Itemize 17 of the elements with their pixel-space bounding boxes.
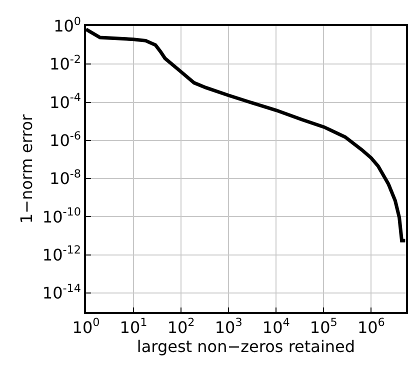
y-tick-label: 10$^{-14}$: [42, 282, 82, 303]
y-tick-label: 10$^{-10}$: [42, 206, 82, 226]
x-tick-label: 10$^{1}$: [120, 316, 148, 337]
x-tick-label: 10$^{6}$: [357, 316, 385, 337]
x-tick-label: 10$^{2}$: [167, 316, 195, 337]
x-tick-label: 10$^{4}$: [262, 316, 290, 337]
y-tick-label: 10$^{-4}$: [50, 91, 82, 112]
y-tick-label: 10$^{-12}$: [42, 244, 82, 264]
x-tick-label: 10$^{0}$: [72, 316, 100, 337]
y-tick-label: 10$^{-6}$: [50, 129, 82, 150]
y-tick-label: 10$^{-8}$: [50, 167, 82, 188]
y-axis-title: 1−norm error: [16, 114, 36, 224]
x-tick-label: 10$^{5}$: [310, 316, 338, 337]
y-tick-label: 10$^{0}$: [54, 14, 82, 36]
y-tick-label: 10$^{-2}$: [50, 53, 82, 74]
x-axis-title: largest non−zeros retained: [136, 336, 356, 356]
x-tick-label: 10$^{3}$: [214, 316, 242, 337]
